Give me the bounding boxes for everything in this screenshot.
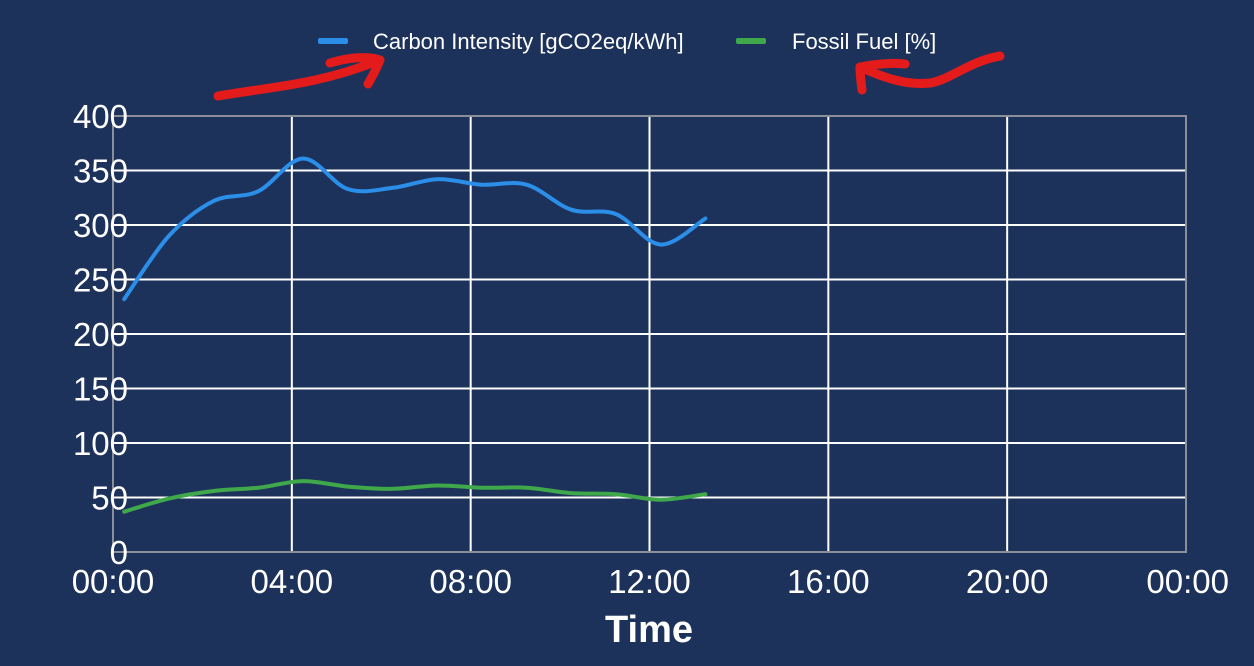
plot-area-border xyxy=(112,115,1187,553)
x-tick-label: 08:00 xyxy=(429,563,512,600)
y-tick-label: 400 xyxy=(73,98,128,135)
y-tick-label: 300 xyxy=(73,207,128,244)
y-tick-label: 350 xyxy=(73,153,128,190)
x-tick-label: 12:00 xyxy=(608,563,691,600)
legend-swatch[interactable] xyxy=(318,38,348,44)
legend-label[interactable]: Fossil Fuel [%] xyxy=(792,29,936,54)
x-tick-label: 00:00 xyxy=(1146,563,1229,600)
fossil-fuel-line xyxy=(122,479,708,514)
x-axis-title: Time xyxy=(605,609,693,651)
red-arrow-annotation-left xyxy=(213,53,385,101)
y-tick-label: 100 xyxy=(73,425,128,462)
y-tick-label: 50 xyxy=(91,480,128,517)
y-tick-label: 150 xyxy=(73,371,128,408)
x-axis-tick-labels: 00:00 04:00 08:00 12:00 16:00 20:00 00:00 xyxy=(72,563,1229,600)
x-tick-label: 20:00 xyxy=(966,563,1049,600)
y-tick-label: 250 xyxy=(73,262,128,299)
hand-drawn-annotations xyxy=(213,51,1005,101)
y-tick-label: 200 xyxy=(73,316,128,353)
y-tick-label: 0 xyxy=(110,534,128,571)
legend-label[interactable]: Carbon Intensity [gCO2eq/kWh] xyxy=(373,29,684,54)
x-tick-label: 16:00 xyxy=(787,563,870,600)
x-tick-label: 00:00 xyxy=(72,563,155,600)
y-axis-tick-labels: 0 50 100 150 200 250 300 350 400 xyxy=(73,98,128,571)
legend: Carbon Intensity [gCO2eq/kWh] Fossil Fuel… xyxy=(318,29,936,54)
grid-lines xyxy=(113,116,1186,552)
carbon-intensity-line xyxy=(122,156,708,302)
red-arrow-annotation-right xyxy=(855,51,1005,95)
legend-swatch[interactable] xyxy=(736,38,766,44)
x-tick-label: 04:00 xyxy=(251,563,334,600)
series-lines xyxy=(122,156,708,514)
